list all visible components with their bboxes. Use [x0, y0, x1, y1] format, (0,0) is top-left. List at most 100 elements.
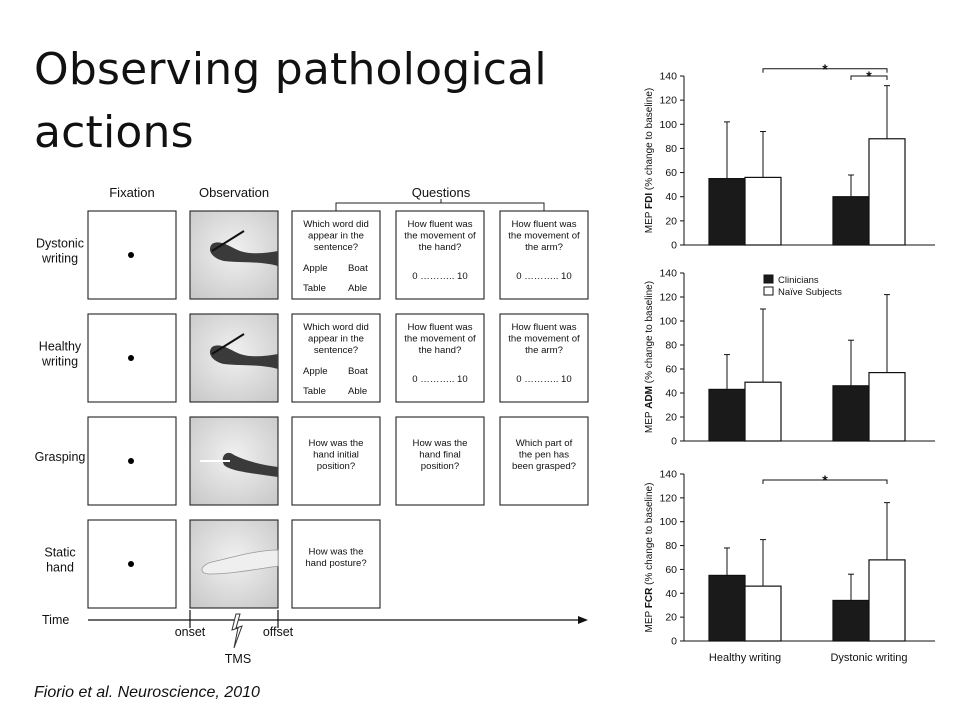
- header-fixation: Fixation: [109, 185, 155, 200]
- y-tick-label: 100: [659, 316, 677, 328]
- legend-label: Naïve Subjects: [778, 287, 842, 298]
- significance-star: *: [822, 61, 828, 77]
- question-text: hand final: [419, 450, 461, 461]
- tms-label: TMS: [225, 652, 251, 666]
- slide-title: Observing pathological actions: [34, 44, 547, 158]
- y-tick-label: 80: [665, 143, 677, 155]
- y-tick-label: 40: [665, 588, 677, 600]
- question-text: How was the: [309, 547, 364, 558]
- answer-word: Able: [348, 386, 367, 397]
- y-tick-label: 0: [671, 636, 677, 648]
- bar: [832, 599, 870, 642]
- question-text: hand initial: [313, 450, 359, 461]
- question-text: How fluent was: [511, 322, 576, 333]
- row-label: Grasping: [35, 450, 86, 464]
- citation: Fiorio et al. Neuroscience, 2010: [34, 684, 260, 701]
- y-tick-label: 60: [665, 564, 677, 576]
- significance-bracket: [850, 75, 888, 80]
- category-label: Dystonic writing: [830, 652, 907, 664]
- bar: [868, 138, 906, 246]
- question-text: position?: [317, 461, 355, 472]
- y-tick-label: 120: [659, 492, 677, 504]
- question-text: the pen has: [519, 450, 569, 461]
- fixation-panel: [87, 210, 177, 300]
- question-text: the hand?: [419, 345, 462, 356]
- chart-panel: 0 20 40 60 80 100 120 140 MEP FDI (% change to b…: [644, 61, 935, 252]
- y-tick-label: 40: [665, 388, 677, 400]
- y-tick-label: 60: [665, 167, 677, 179]
- y-tick-label: 80: [665, 340, 677, 352]
- onset-label: onset: [175, 625, 206, 639]
- y-tick-label: 140: [659, 268, 677, 280]
- fixation-dot: [128, 252, 134, 258]
- bar: [708, 178, 746, 246]
- hand-arm-shape: [222, 452, 278, 477]
- y-tick-label: 40: [665, 191, 677, 203]
- rating-scale: 0 ……….. 10: [516, 374, 571, 385]
- time-label: Time: [42, 613, 69, 627]
- y-tick-label: 100: [659, 516, 677, 528]
- bar: [708, 574, 746, 642]
- header-questions: Questions: [412, 185, 471, 200]
- rating-scale: 0 ……….. 10: [516, 271, 571, 282]
- legend-swatch: [763, 286, 774, 296]
- y-axis-label: MEP FDI (% change to baseline): [644, 88, 655, 233]
- rating-scale: 0 ……….. 10: [412, 271, 467, 282]
- answer-word: Table: [303, 283, 326, 294]
- pen-shape: [211, 230, 245, 252]
- onset-offset-ticks: [189, 610, 279, 628]
- y-tick-label: 120: [659, 95, 677, 107]
- chart-panel: 0 20 40 60 80 100 120 140 MEP FCR (% change to b…: [644, 469, 935, 664]
- question-text: the movement of: [404, 231, 476, 242]
- bar: [744, 381, 782, 442]
- y-tick-label: 140: [659, 469, 677, 481]
- category-label: Healthy writing: [709, 652, 781, 664]
- header-observation: Observation: [199, 185, 269, 200]
- hand-arm-shape: [201, 549, 279, 575]
- answer-word: Boat: [348, 263, 368, 274]
- question-text: hand posture?: [305, 558, 366, 569]
- bar: [744, 176, 782, 246]
- y-tick-label: 100: [659, 119, 677, 131]
- answer-word: Able: [348, 283, 367, 294]
- question-text: Which word did: [303, 219, 369, 230]
- y-tick-label: 120: [659, 292, 677, 304]
- significance-star: *: [822, 472, 828, 488]
- hand-arm-shape: [209, 242, 278, 266]
- y-axis-label: MEP FCR (% change to baseline): [644, 483, 655, 633]
- row-label: Dystonic writing: [36, 237, 84, 266]
- question-text: appear in the: [308, 334, 364, 345]
- question-text: the arm?: [525, 242, 563, 253]
- bar: [868, 372, 906, 442]
- y-tick-label: 20: [665, 412, 677, 424]
- offset-label: offset: [263, 625, 294, 639]
- y-tick-label: 80: [665, 540, 677, 552]
- question-text: the movement of: [508, 231, 580, 242]
- chart-panel: 0 20 40 60 80 100 120 140 MEP ADM (% change to b…: [644, 268, 935, 448]
- significance-star: *: [866, 68, 872, 84]
- y-axis-label: MEP ADM (% change to baseline): [644, 281, 655, 433]
- time-arrowhead: [578, 616, 588, 624]
- tms-pulse-icon: [231, 613, 243, 649]
- legend-label: Clinicians: [778, 275, 819, 286]
- question-text: appear in the: [308, 231, 364, 242]
- questions-bracket: [335, 199, 545, 211]
- significance-bracket: [762, 479, 888, 484]
- question-text: the arm?: [525, 345, 563, 356]
- question-text: How fluent was: [511, 219, 576, 230]
- question-text: the movement of: [404, 334, 476, 345]
- question-text: been grasped?: [512, 461, 576, 472]
- answer-word: Apple: [303, 263, 328, 274]
- question-text: sentence?: [314, 242, 358, 253]
